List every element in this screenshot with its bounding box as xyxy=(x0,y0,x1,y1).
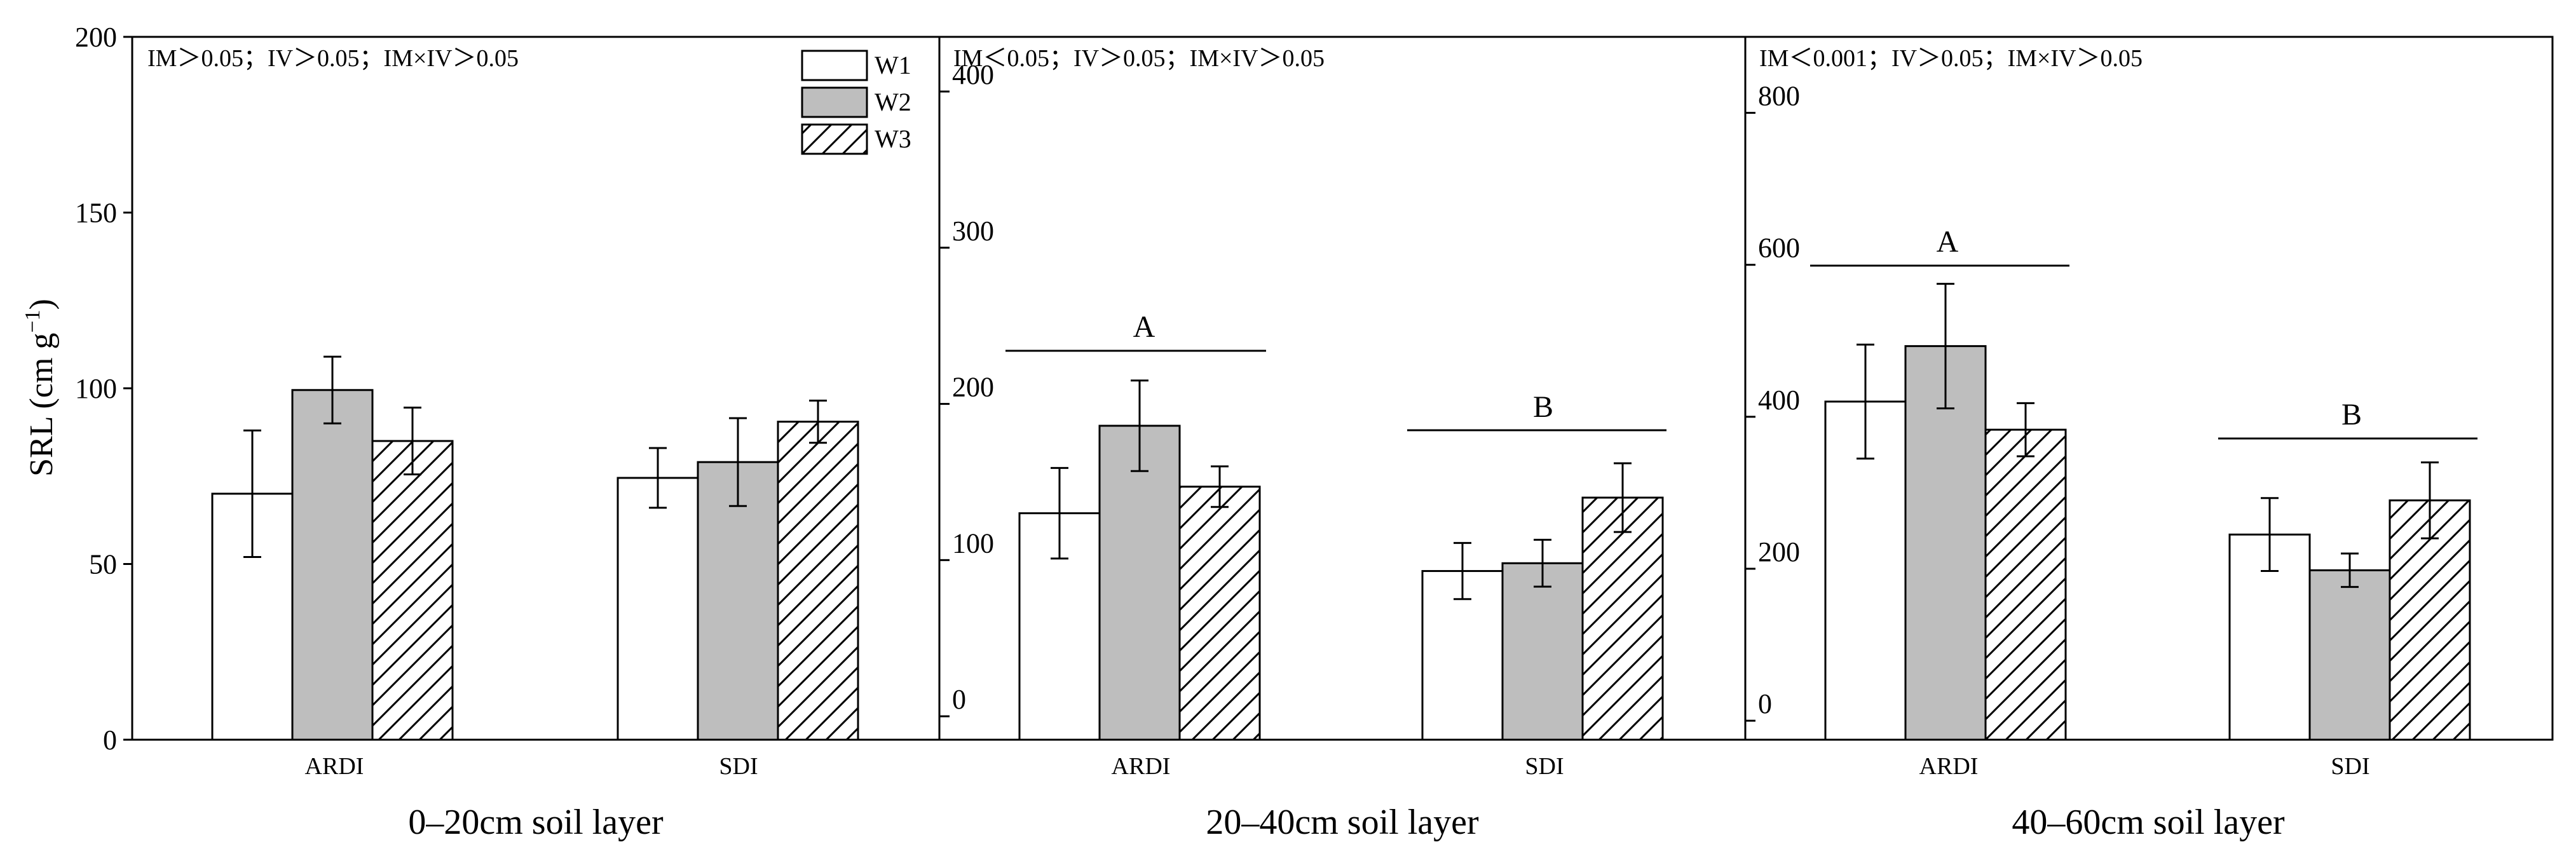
panel-3-sdi-w3-bar xyxy=(2389,499,2471,741)
chart-marks: 0 50 100 150 200 0 100 200 300 400 0 200 400 600 800 xyxy=(75,22,2471,756)
panel-1-ardi-w3-bar xyxy=(371,440,454,741)
panel-1-ardi-w2-bar xyxy=(291,389,374,741)
panel-2-ytick-label-200: 200 xyxy=(952,372,994,403)
plot-frame xyxy=(131,36,2554,741)
panel-3-letter-sdi: B xyxy=(2341,398,2362,432)
legend-label-w1: W1 xyxy=(875,51,911,79)
legend-label-w3: W3 xyxy=(875,125,911,153)
panel-2-letter-sdi: B xyxy=(1533,390,1553,424)
legend-label-w2: W2 xyxy=(875,88,911,116)
panel-1-ytick-label-0: 0 xyxy=(103,724,117,756)
panel-1-stats: IM＞0.05；IV＞0.05；IM×IV＞0.05 xyxy=(147,45,519,72)
panel-3-title: 40–60cm soil layer xyxy=(2012,803,2285,842)
legend-swatch-w1 xyxy=(801,50,868,81)
panel-1-title: 0–20cm soil layer xyxy=(408,803,664,842)
panel-3-letter-ardi: A xyxy=(1937,225,1959,259)
panel-2-category-ardi: ARDI xyxy=(1112,753,1171,780)
panel-2-stats: IM＜0.05；IV＞0.05；IM×IV＞0.05 xyxy=(953,45,1325,72)
panel-1-ytick-label-50: 50 xyxy=(89,549,117,580)
panel-2-ytick-label-400: 400 xyxy=(952,59,994,90)
panel-3-stats: IM＜0.001；IV＞0.05；IM×IV＞0.05 xyxy=(1759,45,2143,72)
panel-1-ytick-label-150: 150 xyxy=(75,198,117,229)
panel-3-ytick-label-0: 0 xyxy=(1758,688,1772,719)
panel-3-ardi-w3-bar xyxy=(1984,428,2067,741)
panel-1-sdi-w1-bar xyxy=(617,477,699,741)
panel-2-sdi-w2-bar xyxy=(1501,562,1584,741)
panel-3-category-ardi: ARDI xyxy=(1919,753,1979,780)
panel-3-ytick-label-400: 400 xyxy=(1758,384,1800,416)
panel-3-ardi-w2-bar xyxy=(1904,345,1987,741)
panel-1-sdi-w2-bar xyxy=(697,461,779,741)
legend-swatch-w2 xyxy=(801,86,868,118)
panel-2-ytick-label-300: 300 xyxy=(952,215,994,247)
panel-3-sdi-w2-bar xyxy=(2308,569,2391,741)
panel-2-title: 20–40cm soil layer xyxy=(1206,803,1479,842)
panel-3-ytick-label-800: 800 xyxy=(1758,81,1800,112)
panel-1-ytick-label-100: 100 xyxy=(75,373,117,404)
panel-2-category-sdi: SDI xyxy=(1525,753,1564,780)
panel-3-category-sdi: SDI xyxy=(2331,753,2369,780)
panel-2-ardi-w2-bar xyxy=(1098,425,1181,741)
panel-1-category-sdi: SDI xyxy=(719,753,758,780)
panel-2-letter-ardi: A xyxy=(1133,310,1155,344)
panel-1-ytick-label-200: 200 xyxy=(75,22,117,53)
panel-3-ytick-label-600: 600 xyxy=(1758,233,1800,264)
panel-2-sdi-w3-bar xyxy=(1581,496,1664,741)
panel-3-ytick-label-200: 200 xyxy=(1758,536,1800,567)
panel-2-ytick-label-100: 100 xyxy=(952,527,994,559)
y-axis-label: SRL (cm g−1) xyxy=(21,299,60,477)
panel-2-ardi-w3-bar xyxy=(1178,486,1261,741)
panel-2-ytick-label-0: 0 xyxy=(952,684,966,715)
legend-swatch-w3 xyxy=(801,123,868,155)
panel-1-sdi-w3-bar xyxy=(777,421,859,741)
legend: W1 W2 W3 xyxy=(801,50,911,155)
panel-1-category-ardi: ARDI xyxy=(305,753,364,780)
